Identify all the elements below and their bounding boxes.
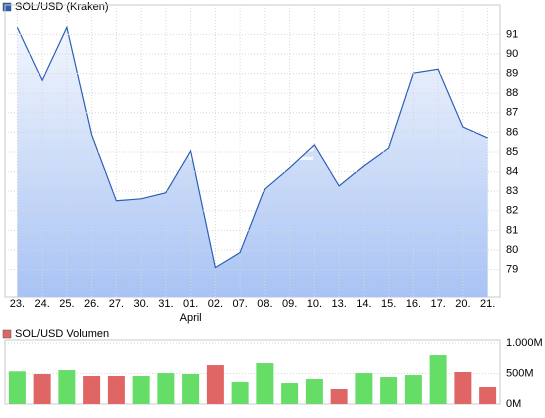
volume-bar [132, 376, 150, 404]
y-tick-label: 87 [506, 107, 518, 119]
volume-bar [231, 381, 249, 404]
legend-label: SOL/USD Volumen [15, 328, 109, 340]
y-tick-label: 83 [506, 185, 518, 197]
volume-bar [8, 371, 26, 404]
x-tick-label: 17. [430, 298, 445, 310]
x-tick-label: 08. [257, 298, 272, 310]
volume-bar [281, 383, 299, 404]
x-tick-label: 13. [331, 298, 346, 310]
y-tick-label: 88 [506, 87, 518, 99]
x-tick-label: 10. [307, 298, 322, 310]
x-tick-label: 31. [158, 298, 173, 310]
volume-bar [33, 374, 51, 404]
volume-bar [404, 375, 422, 404]
y-tick-label: 84 [506, 165, 518, 177]
x-tick-label: 25. [59, 298, 74, 310]
y-tick-label: 90 [506, 48, 518, 60]
x-tick-label: 02. [208, 298, 223, 310]
x-tick-label: 09. [282, 298, 297, 310]
y-tick-label: 85 [506, 146, 518, 158]
x-annotation: April [180, 312, 202, 324]
volume-bar [479, 386, 497, 404]
y-tick-label: 80 [506, 244, 518, 256]
watermark: ARIVA.DE [173, 134, 316, 167]
x-tick-label: 15. [381, 298, 396, 310]
volume-bar [454, 372, 472, 404]
x-tick-label: 24. [34, 298, 49, 310]
volume-bar [355, 373, 373, 404]
x-tick-label: 01. [183, 298, 198, 310]
x-tick-label: 20. [455, 298, 470, 310]
y-tick-label: 81 [506, 224, 518, 236]
y-tick-label: 0M [506, 398, 521, 410]
y-tick-label: 86 [506, 126, 518, 138]
legend-label: SOL/USD (Kraken) [15, 1, 109, 13]
plot-frame [4, 339, 501, 405]
volume-bar [305, 379, 323, 404]
volume-bar [107, 376, 125, 404]
legend-swatch [2, 2, 12, 12]
y-tick-label: 79 [506, 263, 518, 275]
volume-bar [182, 374, 200, 404]
x-tick-label: 14. [356, 298, 371, 310]
volume-bar [157, 373, 175, 404]
volume-bar [58, 370, 76, 404]
volume-bar [256, 363, 274, 404]
x-tick-label: 23. [10, 298, 25, 310]
x-tick-label: 30. [133, 298, 148, 310]
volume-bar [206, 365, 224, 404]
x-tick-label: 07. [232, 298, 247, 310]
x-tick-label: 21. [480, 298, 495, 310]
volume-bar [330, 389, 348, 404]
y-tick-label: 91 [506, 28, 518, 40]
y-tick-label: 82 [506, 205, 518, 217]
area [17, 27, 488, 297]
y-tick-label: 89 [506, 67, 518, 79]
x-tick-label: 27. [109, 298, 124, 310]
volume-bar [429, 355, 447, 404]
y-tick-label: 500M [506, 367, 534, 379]
volume-bar [380, 376, 398, 404]
x-tick-label: 26. [84, 298, 99, 310]
volume-bar [83, 376, 101, 404]
x-tick-label: 16. [406, 298, 421, 310]
y-tick-label: 1.000M [506, 337, 543, 349]
price-line [16, 25, 488, 269]
legend-swatch [2, 329, 12, 339]
